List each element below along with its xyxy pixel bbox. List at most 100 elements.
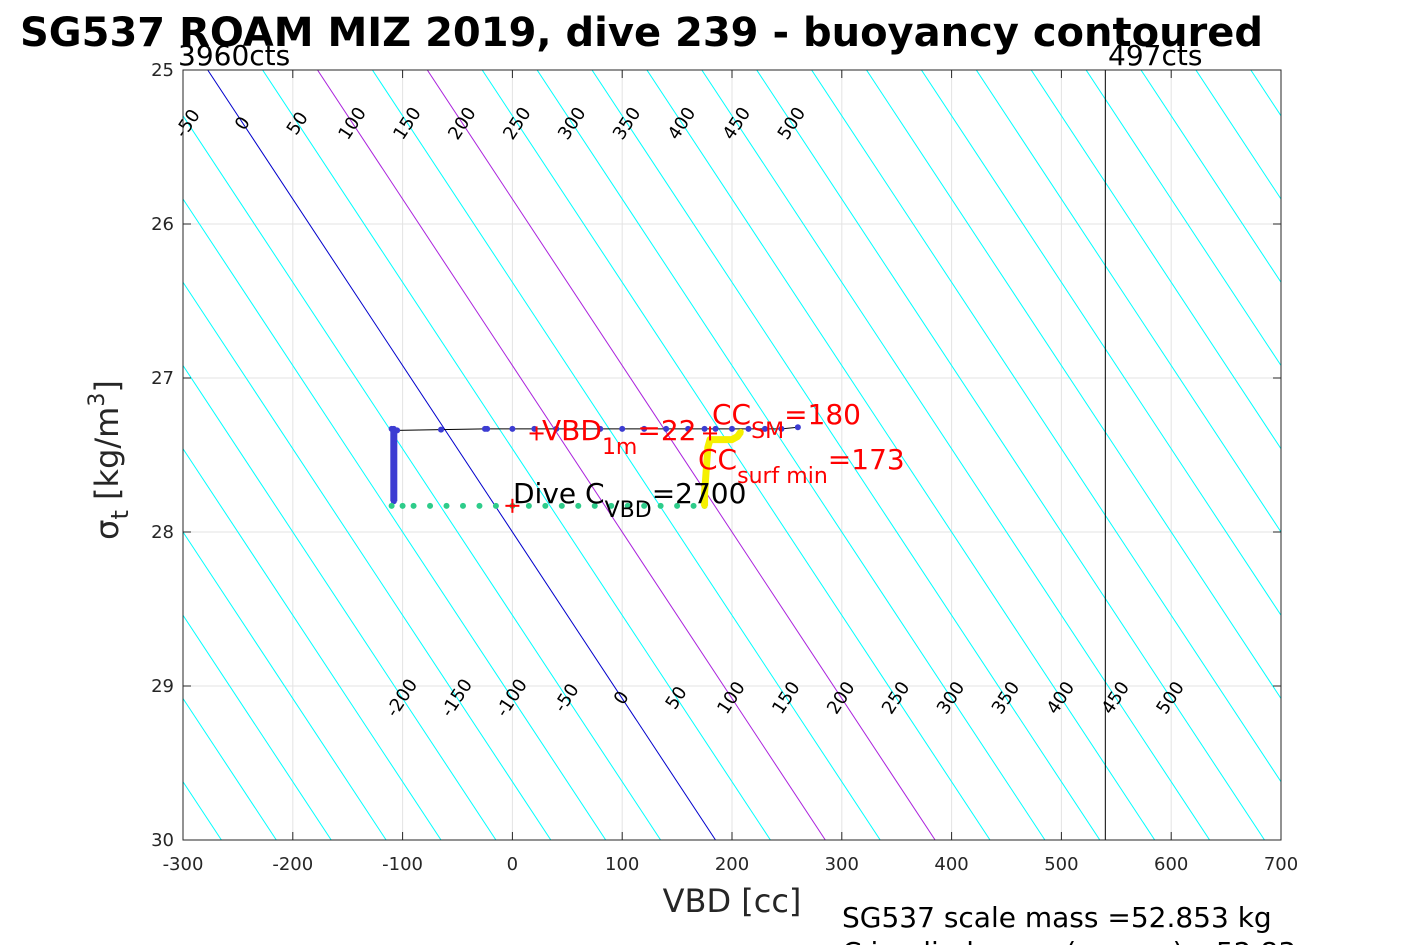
deep-trace-point [657, 502, 664, 509]
contour-line [262, 70, 771, 840]
surface-trace-point [619, 425, 626, 432]
contour-line [646, 70, 1156, 840]
x-axis-title: VBD [cc] [663, 882, 802, 920]
contour-line [183, 198, 607, 840]
descent-column-point [390, 472, 397, 479]
scale-mass-text: SG537 scale mass =52.853 kg [842, 901, 1272, 934]
ascent-column-point [737, 428, 744, 435]
contour-line [183, 531, 387, 840]
contour-line [317, 70, 826, 840]
ascent-column-point [729, 436, 735, 443]
descent-column-point [390, 464, 397, 471]
deep-trace-point [591, 502, 598, 509]
contour-line [183, 614, 332, 840]
descent-column-point [390, 479, 397, 486]
surface-trace-point [778, 425, 785, 432]
surface-trace-point [761, 425, 768, 432]
surface-trace-point [729, 425, 735, 432]
x-tick-label: 0 [507, 854, 518, 875]
ascent-column-point [703, 459, 710, 466]
y-tick-label: 25 [151, 60, 174, 81]
x-tick-label: -300 [163, 854, 204, 875]
x-axis-ticks: -300 -200 -100 0 100 200 300 400 500 600 700 [163, 70, 1298, 875]
contour-line [0, 70, 167, 840]
contour-line [426, 70, 936, 840]
contour-line [701, 70, 1211, 840]
deep-trace-point [690, 502, 697, 509]
surface-trace-point [597, 425, 604, 432]
ascent-column-point [701, 490, 708, 497]
deep-trace-point [674, 502, 681, 509]
max-counts-label: 497cts [1108, 39, 1202, 72]
implied-mass-text: C implied mass (approx) =52.83 [842, 936, 1296, 945]
contour-line [0, 70, 57, 840]
min-counts-label: 3960cts [178, 39, 290, 72]
contour-line [536, 70, 1046, 840]
deep-trace-point [427, 502, 434, 509]
descent-column-point [390, 448, 397, 455]
descent-column-point [390, 487, 397, 494]
deep-trace-point [624, 502, 631, 509]
y-axis-ticks: 25 26 27 28 29 30 [151, 60, 1281, 851]
contour-line [756, 70, 1265, 840]
y-tick-label: 30 [151, 830, 174, 851]
deep-trace-point [575, 502, 582, 509]
contour-line [811, 70, 1281, 783]
ascent-column-point [704, 444, 711, 451]
y-axis-title: σt [kg/m3] [85, 380, 134, 540]
x-tick-label: -200 [272, 854, 313, 875]
contour-line [1306, 70, 1417, 840]
y-tick-label: 28 [151, 522, 174, 543]
y-tick-label: 26 [151, 214, 174, 235]
deep-trace-point [443, 502, 450, 509]
x-tick-label: 200 [715, 854, 749, 875]
descent-column-point [390, 441, 397, 448]
deep-trace-point [410, 502, 417, 509]
markers [505, 426, 718, 513]
cc-surf-min-annotation: CCsurf min=173 [698, 443, 905, 489]
y-tick-label: 29 [151, 676, 174, 697]
deep-trace-point [525, 502, 532, 509]
dive-c-vbd-annotation: Dive CVBD=2700 [513, 477, 746, 523]
x-tick-label: 300 [825, 854, 859, 875]
surface-trace-point [712, 425, 719, 432]
contour-line [183, 447, 442, 840]
data-series [388, 424, 801, 509]
contour-line [1361, 70, 1417, 840]
contour-line [975, 70, 1281, 533]
contour-line [183, 364, 497, 840]
deep-trace-point [388, 502, 395, 509]
contour-line [183, 114, 662, 840]
deep-trace-point [558, 502, 565, 509]
buoyancy-contours [0, 70, 1417, 840]
contour-line [1030, 70, 1281, 450]
vbd-1m-annotation: VBD1m=22 [542, 414, 696, 460]
x-tick-label: 500 [1044, 854, 1078, 875]
ascent-column-point [702, 475, 709, 482]
contour-line [920, 70, 1281, 617]
deep-trace-point [459, 502, 466, 509]
surface-trace-point [641, 425, 648, 432]
chart-title: SG537 ROAM MIZ 2019, dive 239 - buoyancy… [20, 10, 1263, 56]
descent-column-point [390, 498, 397, 505]
ascent-column-point [734, 433, 741, 440]
deep-trace-point [399, 502, 406, 509]
descent-column-point [390, 456, 397, 463]
cc-sm-annotation: CCSM=180 [712, 398, 861, 444]
surface-trace-point [745, 425, 752, 432]
descent-column-point [390, 425, 397, 432]
deep-trace-point [608, 502, 615, 509]
surface-trace-point [794, 424, 801, 431]
ascent-column-point [701, 502, 708, 509]
deep-trace-point [542, 502, 549, 509]
surface-trace-point [663, 425, 670, 432]
contour-line [183, 281, 552, 840]
x-tick-label: 100 [605, 854, 639, 875]
y-tick-label: 27 [151, 368, 174, 389]
contour-line [207, 70, 716, 840]
x-tick-label: -100 [382, 854, 423, 875]
contour-line [1140, 70, 1281, 284]
surface-trace-point [685, 425, 692, 432]
contour-line [591, 70, 1101, 840]
